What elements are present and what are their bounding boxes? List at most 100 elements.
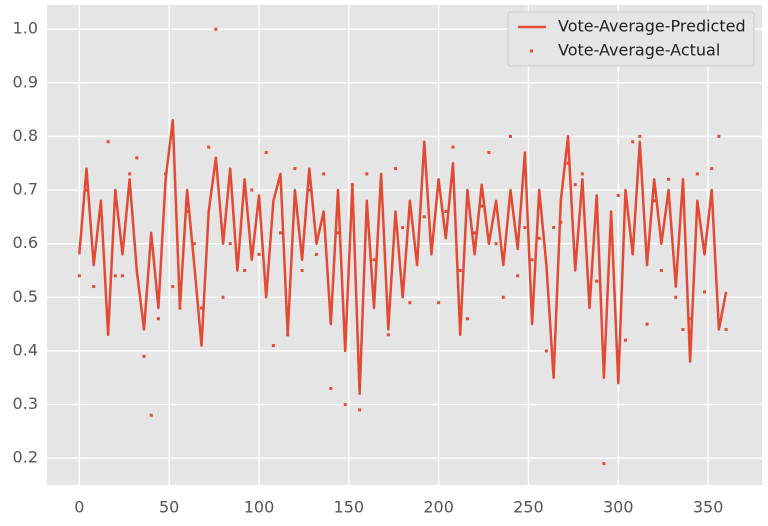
- actual-point: [516, 274, 520, 278]
- actual-point: [149, 413, 153, 417]
- x-tick-label: 100: [244, 498, 275, 517]
- actual-point: [451, 145, 455, 149]
- actual-point: [530, 258, 534, 262]
- actual-point: [106, 140, 110, 144]
- actual-point: [681, 327, 685, 331]
- actual-point: [480, 204, 484, 208]
- x-tick-label: 50: [159, 498, 179, 517]
- actual-point: [422, 215, 426, 219]
- actual-point: [573, 183, 577, 187]
- actual-point: [207, 145, 211, 149]
- actual-point: [616, 193, 620, 197]
- x-tick-label: 300: [603, 498, 634, 517]
- actual-point: [372, 258, 376, 262]
- legend-box: [507, 11, 755, 67]
- actual-point: [329, 386, 333, 390]
- actual-point: [623, 338, 627, 342]
- actual-point: [695, 172, 699, 176]
- legend-label: Vote-Average-Predicted: [558, 17, 746, 36]
- actual-point: [192, 242, 196, 246]
- actual-point: [156, 317, 160, 321]
- y-tick-label: 0.8: [13, 126, 38, 145]
- actual-point: [128, 172, 132, 176]
- actual-point: [250, 188, 254, 192]
- x-tick-label: 200: [423, 498, 454, 517]
- actual-point: [401, 226, 405, 230]
- actual-point: [595, 279, 599, 283]
- actual-point: [508, 134, 512, 138]
- actual-point: [142, 354, 146, 358]
- actual-point: [350, 183, 354, 187]
- actual-point: [243, 268, 247, 272]
- actual-point: [77, 274, 81, 278]
- y-tick-label: 0.3: [13, 394, 38, 413]
- predicted-line: [78, 119, 728, 396]
- actual-point: [279, 231, 283, 235]
- actual-point: [221, 295, 225, 299]
- actual-point: [537, 236, 541, 240]
- y-tick-label: 0.6: [13, 233, 38, 252]
- actual-point: [444, 209, 448, 213]
- actual-point: [674, 295, 678, 299]
- actual-point: [703, 290, 707, 294]
- y-tick-label: 0.7: [13, 180, 38, 199]
- actual-point: [487, 150, 491, 154]
- actual-point: [322, 172, 326, 176]
- y-tick-label: 0.9: [13, 72, 38, 91]
- actual-point: [544, 349, 548, 353]
- actual-point: [494, 242, 498, 246]
- x-tick-label: 0: [74, 498, 84, 517]
- actual-point: [408, 301, 412, 305]
- actual-point: [257, 252, 261, 256]
- actual-point: [394, 167, 398, 171]
- actual-point: [135, 156, 139, 160]
- actual-point: [307, 188, 311, 192]
- legend-label: Vote-Average-Actual: [558, 41, 720, 60]
- actual-point: [386, 333, 390, 337]
- actual-point: [300, 268, 304, 272]
- actual-point: [264, 150, 268, 154]
- actual-point: [559, 220, 563, 224]
- actual-point: [99, 204, 103, 208]
- actual-point: [465, 317, 469, 321]
- actual-point: [365, 172, 369, 176]
- actual-point: [164, 172, 168, 176]
- actual-point: [458, 268, 462, 272]
- actual-point: [602, 462, 606, 466]
- actual-point: [379, 188, 383, 192]
- legend-point: [530, 49, 533, 53]
- actual-point: [113, 274, 117, 278]
- actual-point: [358, 408, 362, 412]
- actual-point: [688, 317, 692, 321]
- actual-point: [566, 161, 570, 165]
- actual-point: [580, 172, 584, 176]
- y-tick-label: 0.4: [13, 340, 38, 359]
- actual-point: [92, 285, 96, 289]
- actual-point: [710, 167, 714, 171]
- x-tick-label: 150: [334, 498, 365, 517]
- x-tick-label: 250: [513, 498, 544, 517]
- actual-point: [120, 274, 124, 278]
- actual-point: [199, 306, 203, 310]
- actual-point: [645, 322, 649, 326]
- actual-point: [228, 242, 232, 246]
- actual-point: [437, 301, 441, 305]
- actual-point: [724, 327, 728, 331]
- actual-point: [638, 134, 642, 138]
- actual-point: [185, 209, 189, 213]
- actual-point: [659, 268, 663, 272]
- y-tick-label: 1.0: [13, 19, 38, 38]
- actual-point: [214, 27, 218, 31]
- actual-point: [286, 333, 290, 337]
- actual-point: [588, 290, 592, 294]
- actual-point: [429, 242, 433, 246]
- y-tick-label: 0.2: [13, 448, 38, 467]
- actual-point: [501, 295, 505, 299]
- actual-point: [717, 134, 721, 138]
- actual-point: [271, 344, 275, 348]
- actual-point: [415, 258, 419, 262]
- actual-point: [652, 199, 656, 203]
- actual-point: [631, 140, 635, 144]
- actual-point: [552, 226, 556, 230]
